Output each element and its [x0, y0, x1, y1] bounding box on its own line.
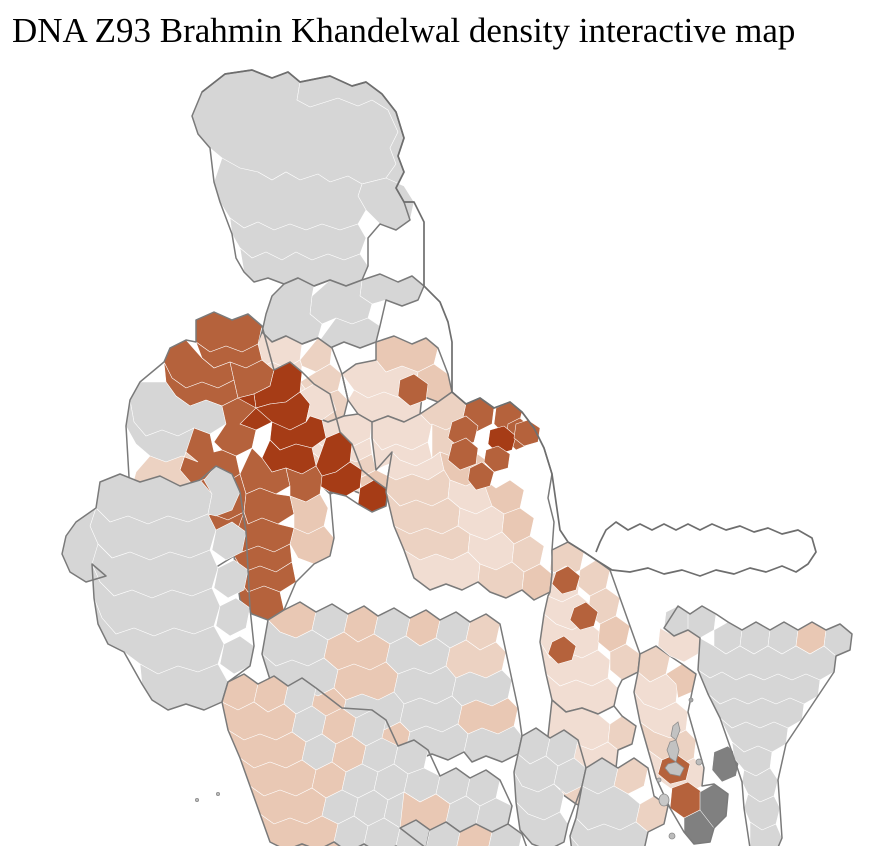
- india-outline: [202, 70, 816, 576]
- region-gujarat[interactable]: [62, 466, 254, 710]
- region-andaman-nicobar-islands[interactable]: [657, 698, 702, 846]
- region-telangana-andhra[interactable]: [400, 792, 568, 846]
- region-bihar[interactable]: [540, 542, 640, 714]
- india-choropleth-map[interactable]: [0, 52, 881, 846]
- region-uttar-pradesh[interactable]: [372, 374, 554, 600]
- region-odisha[interactable]: [570, 758, 668, 846]
- region-jammu-kashmir-ladakh[interactable]: [192, 70, 414, 286]
- region-himachal-pradesh[interactable]: [262, 274, 424, 348]
- map-container[interactable]: [0, 52, 881, 846]
- page-title: DNA Z93 Brahmin Khandelwal density inter…: [12, 11, 796, 50]
- region-northeast[interactable]: [658, 606, 852, 846]
- region-lakshadweep[interactable]: [184, 792, 219, 846]
- region-chhattisgarh[interactable]: [514, 728, 586, 846]
